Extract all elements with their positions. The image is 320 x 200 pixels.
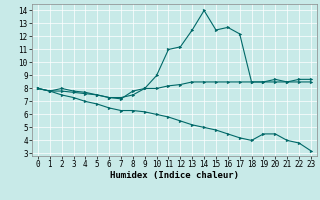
X-axis label: Humidex (Indice chaleur): Humidex (Indice chaleur) bbox=[110, 171, 239, 180]
